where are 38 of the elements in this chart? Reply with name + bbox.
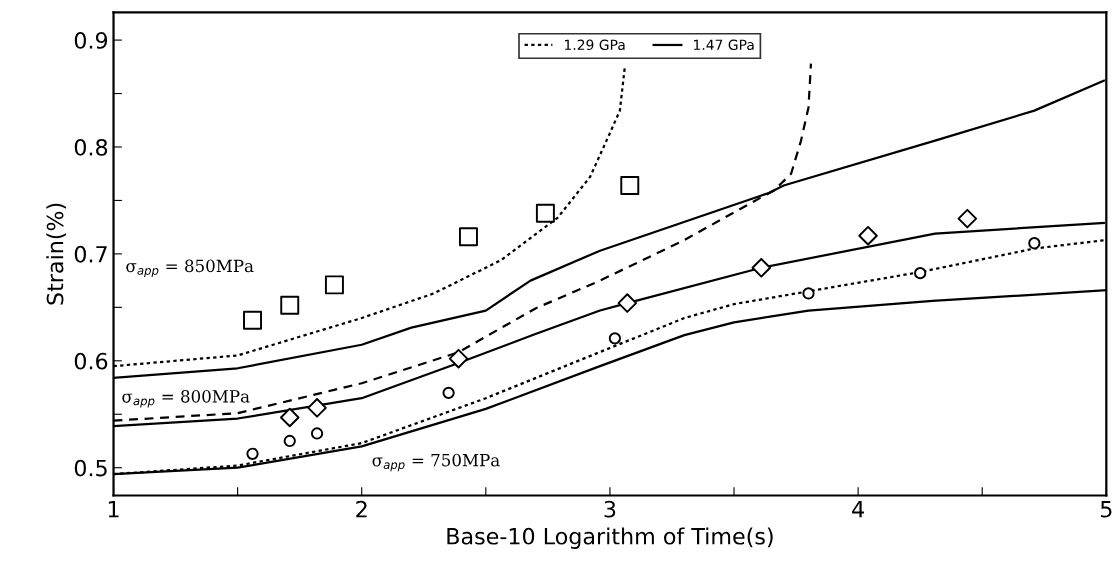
y-tick-label: 0.5 xyxy=(74,459,107,477)
point xyxy=(310,427,324,440)
y-tick-label: 0.7 xyxy=(74,245,107,263)
point xyxy=(283,434,296,448)
point xyxy=(608,332,622,345)
point xyxy=(458,227,478,247)
point xyxy=(914,267,927,280)
annotation: σ$_{app}$ = 850MPa xyxy=(126,259,254,278)
point xyxy=(324,275,344,295)
legend-label: 1.29 GPa xyxy=(564,39,625,51)
x-tick-label: 3 xyxy=(604,500,616,518)
x-tick-label: 1 xyxy=(108,501,119,518)
point xyxy=(858,225,878,246)
point xyxy=(617,293,638,313)
x-tick-label: 5 xyxy=(1100,501,1112,518)
point xyxy=(448,348,469,369)
y-tick-label: 0.6 xyxy=(74,352,108,370)
annotation: σ$_{app}$ = 750MPa xyxy=(372,453,500,472)
point xyxy=(535,203,555,223)
point xyxy=(957,208,978,229)
y-tick-label: 0.8 xyxy=(74,138,108,156)
point xyxy=(246,447,259,460)
point xyxy=(751,258,772,278)
point xyxy=(243,310,262,330)
point xyxy=(280,295,300,315)
x-tick-label: 4 xyxy=(852,501,864,518)
point xyxy=(279,407,300,428)
point xyxy=(1028,237,1041,250)
x-axis-title: Base-10 Logarithm of Time(s) xyxy=(447,527,773,549)
annotation: σ$_{app}$ = 800MPa xyxy=(122,390,250,408)
y-tick-label: 0.9 xyxy=(74,32,108,49)
point xyxy=(442,386,455,399)
x-tick-label: 2 xyxy=(356,500,367,518)
point xyxy=(620,176,640,195)
point xyxy=(307,398,327,418)
point xyxy=(802,287,815,300)
legend-label: 1.47 GPa xyxy=(694,39,754,51)
y-axis-title: Strain(%) xyxy=(46,203,67,305)
